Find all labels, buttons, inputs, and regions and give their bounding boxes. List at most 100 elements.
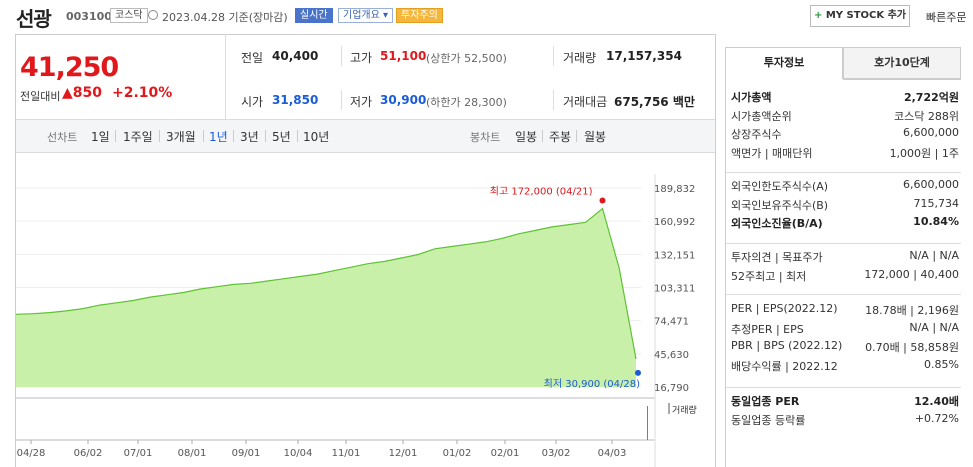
high-label: 고가 [350, 51, 373, 65]
low-value: 30,900 [380, 93, 427, 107]
divider [115, 130, 116, 142]
info-value: N/A | N/A [909, 320, 959, 334]
price-line [16, 207, 637, 360]
info-label: PBR | BPS (2022.12) [731, 339, 843, 352]
candle-weekly[interactable]: 주봉 [549, 130, 572, 144]
price-area [16, 208, 636, 387]
investment-warning-badge: 투자주의 [396, 8, 443, 23]
stock-code: 003100 [66, 10, 112, 23]
open-label: 시가 [241, 95, 264, 109]
divider [576, 130, 577, 142]
stock-header: 선광 003100 코스닥 2023.04.28 기준(장마감) 실시간 기업개… [0, 0, 973, 34]
period-1w[interactable]: 1주일 [123, 130, 153, 144]
info-value: 0.85% [924, 357, 959, 371]
info-row: 시가총액 2,722억원 [731, 89, 959, 107]
low-annotation: 최저 30,900 (04/28) [544, 378, 640, 390]
volume-value: 17,157,354 [606, 49, 682, 63]
info-value: 10.84% [913, 215, 959, 228]
info-value: 코스닥 288위 [894, 109, 959, 123]
candle-monthly[interactable]: 월봉 [584, 130, 607, 144]
divider [225, 34, 226, 119]
x-tick-label: 08/01 [178, 448, 207, 459]
candle-daily[interactable]: 일봉 [515, 130, 538, 144]
info-value: +0.72% [914, 411, 959, 425]
low-label: 저가 [350, 95, 373, 109]
info-row: 52주최고 | 최저 172,000 | 40,400 [731, 268, 959, 286]
info-label: 추정PER | EPS [731, 322, 804, 336]
y-tick-label: 189,832 [654, 184, 695, 195]
amount-label: 거래대금 [563, 95, 608, 109]
info-row: 외국인소진율(B/A) 10.84% [731, 215, 959, 233]
info-value: 2,722억원 [903, 91, 959, 104]
y-tick-label: 74,471 [654, 317, 689, 328]
info-label: PER | EPS(2022.12) [731, 302, 838, 315]
open-value: 31,850 [272, 93, 319, 107]
info-value: 6,600,000 [903, 178, 959, 191]
info-label: 투자의견 | 목표주가 [731, 251, 823, 264]
divider [553, 90, 554, 110]
period-1d[interactable]: 1일 [91, 130, 110, 144]
info-value: 12.40배 [914, 395, 959, 408]
period-5y[interactable]: 5년 [272, 130, 291, 144]
divider [159, 130, 160, 142]
price-change-percent: +2.10% [112, 85, 173, 101]
y-tick-label: 16,790 [654, 383, 689, 394]
info-label: 시가총액 [731, 91, 772, 104]
x-tick-label: 06/02 [74, 448, 103, 459]
add-my-stock-button[interactable]: + MY STOCK 추가 [810, 5, 910, 27]
info-value: N/A | N/A [909, 249, 959, 262]
y-tick-label: 45,630 [654, 350, 689, 361]
company-overview-dropdown[interactable]: 기업개요 ▾ [338, 8, 393, 23]
period-10y[interactable]: 10년 [303, 130, 330, 144]
current-price: 41,250 [20, 52, 119, 83]
divider [265, 130, 266, 142]
price-chart-panel [15, 34, 716, 467]
info-label: 외국인한도주식수(A) [731, 180, 829, 193]
stock-name: 선광 [16, 7, 52, 31]
info-row: 동일업종 등락률 +0.72% [731, 412, 959, 430]
period-3m[interactable]: 3개월 [166, 130, 196, 144]
clock-icon [148, 10, 158, 20]
amount-value: 675,756 백만 [614, 95, 695, 109]
x-tick-label: 11/01 [332, 448, 361, 459]
tab-investment-info[interactable]: 투자정보 [725, 47, 843, 79]
info-row: PER | EPS(2022.12) 18.78배 | 2,196원 [731, 302, 959, 320]
x-tick-label: 07/01 [124, 448, 153, 459]
plus-icon: + [813, 10, 823, 21]
quick-order-link[interactable]: 빠른주문 [926, 11, 967, 24]
x-tick-label: 12/01 [389, 448, 418, 459]
period-3y[interactable]: 3년 [240, 130, 259, 144]
price-chart[interactable]: 거래량 189,832 160,992 132,151 103,311 74,471 45… [16, 174, 716, 467]
divider [725, 172, 961, 173]
info-label: 액면가 | 매매단위 [731, 146, 813, 160]
prev-close-value: 40,400 [272, 49, 319, 63]
realtime-button[interactable]: 실시간 [295, 8, 333, 23]
chart-period-bar [16, 119, 715, 153]
x-tick-label: 09/01 [232, 448, 261, 459]
y-tick-label: 103,311 [654, 284, 695, 295]
line-chart-label: 선차트 [47, 131, 78, 144]
divider [203, 130, 204, 142]
period-1y[interactable]: 1년 [209, 130, 228, 144]
x-tick-label: 04/28 [17, 448, 46, 459]
candle-chart-label: 봉차트 [470, 131, 501, 144]
info-row: 상장주식수 6,600,000 [731, 126, 959, 144]
info-row: 동일업종 PER 12.40배 [731, 393, 959, 411]
low-point-marker [635, 369, 641, 376]
lower-limit: (하한가 28,300) [426, 96, 507, 109]
tab-order-book[interactable]: 호가10단계 [843, 47, 961, 79]
high-value: 51,100 [380, 49, 427, 63]
info-value: 715,734 [913, 196, 960, 210]
info-label: 상장주식수 [731, 128, 782, 141]
info-value: 6,600,000 [903, 126, 959, 139]
volume-label: 거래량 [563, 51, 597, 65]
market-badge: 코스닥 [110, 8, 148, 23]
y-tick-label: 132,151 [654, 250, 695, 261]
add-my-stock-label: MY STOCK 추가 [825, 10, 907, 21]
info-row: PBR | BPS (2022.12) 0.70배 | 58,858원 [731, 339, 959, 357]
info-label: 동일업종 등락률 [731, 413, 806, 427]
info-value: 18.78배 | 2,196원 [865, 304, 959, 317]
volume-label: 거래량 [672, 404, 697, 416]
info-label: 52주최고 | 최저 [731, 269, 807, 283]
high-point-marker [599, 197, 606, 204]
